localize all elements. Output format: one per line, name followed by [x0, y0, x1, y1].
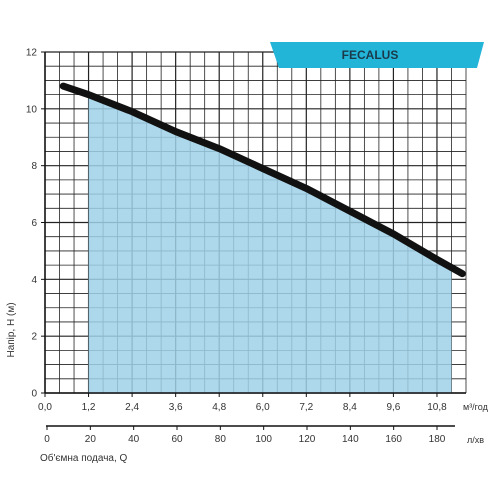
y-tick-label: 2: [31, 332, 37, 343]
y-tick-label: 6: [31, 218, 37, 229]
x2-tick-label: 100: [255, 434, 272, 445]
x2-axis-unit: л/хв: [467, 435, 484, 445]
y-tick-label: 10: [26, 104, 38, 115]
y-tick-label: 12: [26, 48, 38, 59]
x-tick-label: 9,6: [386, 402, 400, 413]
x2-tick-label: 0: [44, 434, 50, 445]
chart-title: FECALUS: [342, 48, 399, 62]
operating-area: [88, 94, 452, 393]
x2-tick-label: 120: [299, 434, 316, 445]
x2-tick-label: 20: [85, 434, 97, 445]
x-tick-label: 7,2: [299, 402, 313, 413]
x2-tick-label: 160: [385, 434, 402, 445]
x2-tick-label: 180: [429, 434, 446, 445]
x-tick-label: 4,8: [212, 402, 226, 413]
y-tick-label: 0: [31, 389, 37, 400]
tick-labels: 0 2 4 6 8 10 12 0,0 1,2 2,4 3,6 4,8 6,0 7,2 8,4 9,6 10,8…: [26, 48, 447, 446]
x-axis-label: Об'ємна подача, Q: [40, 452, 128, 464]
model-badge: FECALUS: [270, 42, 484, 68]
x-tick-label: 0,0: [38, 402, 52, 413]
x-tick-label: 6,0: [256, 402, 270, 413]
x-tick-label: 10,8: [427, 402, 447, 413]
x-tick-label: 2,4: [125, 402, 139, 413]
x-tick-label: 3,6: [169, 402, 183, 413]
x-tick-label: 8,4: [343, 402, 357, 413]
head-curve-line: [59, 82, 466, 278]
x-tick-label: 1,2: [82, 402, 96, 413]
x2-tick-label: 140: [342, 434, 359, 445]
x-axis-unit: м³/год: [463, 402, 489, 412]
y-tick-label: 8: [31, 161, 37, 172]
x2-tick-label: 80: [215, 434, 227, 445]
y-tick-label: 4: [31, 275, 37, 286]
y-axis-label: Напір, Н (м): [6, 302, 17, 357]
x2-tick-label: 60: [171, 434, 183, 445]
x2-tick-label: 40: [128, 434, 140, 445]
badge-background: [270, 42, 484, 68]
